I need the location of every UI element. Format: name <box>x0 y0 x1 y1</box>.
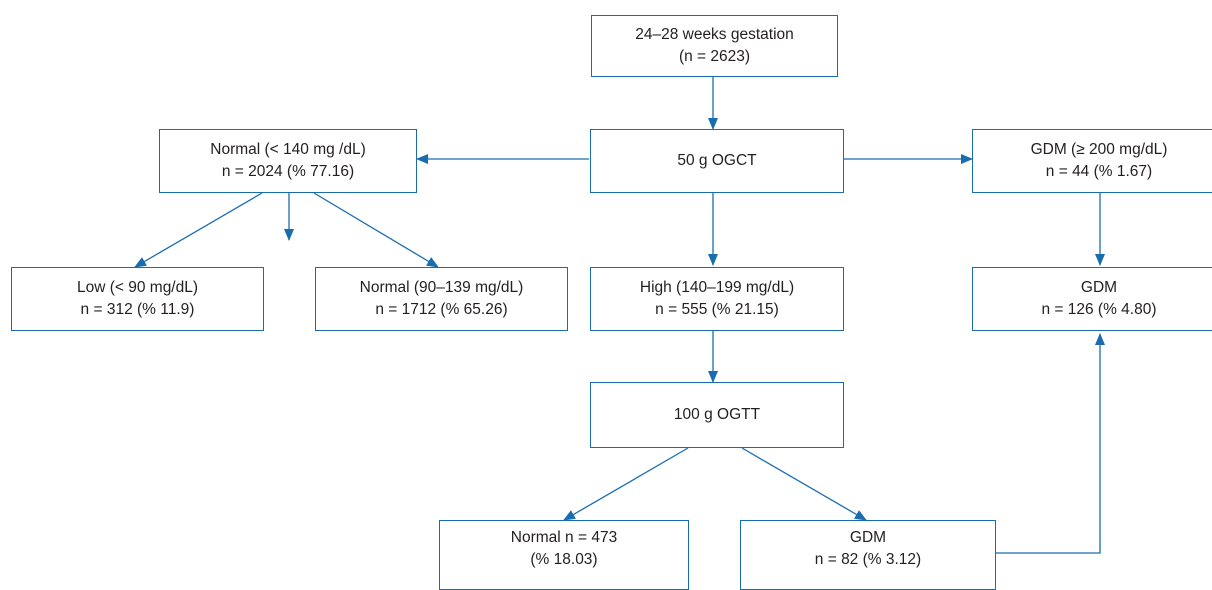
gdm-total-box: GDM n = 126 (% 4.80) <box>972 267 1212 331</box>
normal-range-line2: n = 1712 (% 65.26) <box>375 301 508 318</box>
ogtt-gdm-box: GDM n = 82 (% 3.12) <box>740 520 996 590</box>
start-box: 24–28 weeks gestation (n = 2623) <box>591 15 838 77</box>
high-box: High (140–199 mg/dL) n = 555 (% 21.15) <box>590 267 844 331</box>
low-box: Low (< 90 mg/dL) n = 312 (% 11.9) <box>11 267 264 331</box>
arrow-ogtt-to-normal <box>563 447 689 521</box>
ogct-box: 50 g OGCT <box>590 129 844 193</box>
ogtt-box: 100 g OGTT <box>590 382 844 448</box>
low-line1: Low (< 90 mg/dL) <box>76 279 199 296</box>
gdm-ogct-line2: n = 44 (% 1.67) <box>1045 163 1153 180</box>
ogtt-gdm-line2: n = 82 (% 3.12) <box>814 551 922 568</box>
ogtt-line1: 100 g OGTT <box>673 406 761 423</box>
gdm-total-line1: GDM <box>1080 279 1118 296</box>
ogtt-gdm-line1: GDM <box>849 529 887 546</box>
ogtt-normal-box: Normal n = 473 (% 18.03) <box>439 520 689 590</box>
low-line2: n = 312 (% 11.9) <box>80 301 195 318</box>
ogtt-normal-line2: (% 18.03) <box>530 551 598 568</box>
gdm-ogct-line1: GDM (≥ 200 mg/dL) <box>1030 141 1168 158</box>
arrow-ogtt-gdm-to-gdm-total <box>996 333 1105 554</box>
normal-range-line1: Normal (90–139 mg/dL) <box>359 279 524 296</box>
arrow-normal-to-low <box>134 192 263 268</box>
normal-range-box: Normal (90–139 mg/dL) n = 1712 (% 65.26) <box>315 267 568 331</box>
high-line2: n = 555 (% 21.15) <box>655 301 779 318</box>
start-line1: 24–28 weeks gestation <box>635 26 794 43</box>
gdm-total-line2: n = 126 (% 4.80) <box>1041 301 1157 318</box>
start-line2: (n = 2623) <box>678 48 751 65</box>
arrow-ogtt-to-gdm <box>741 447 867 521</box>
ogct-line1: 50 g OGCT <box>677 152 757 169</box>
high-line1: High (140–199 mg/dL) <box>639 279 795 296</box>
gdm-ogct-box: GDM (≥ 200 mg/dL) n = 44 (% 1.67) <box>972 129 1212 193</box>
normal-ogct-box: Normal (< 140 mg /dL) n = 2024 (% 77.16) <box>159 129 417 193</box>
normal-ogct-line1: Normal (< 140 mg /dL) <box>210 141 366 158</box>
normal-ogct-line2: n = 2024 (% 77.16) <box>221 163 355 180</box>
arrow-normal-to-normal-range <box>313 192 439 268</box>
ogtt-normal-line1: Normal n = 473 <box>510 529 618 546</box>
